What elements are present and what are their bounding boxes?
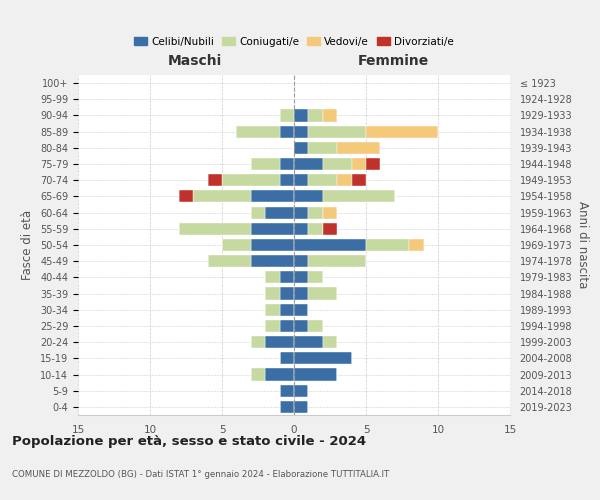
Bar <box>323 158 352 170</box>
Bar <box>323 336 337 348</box>
Bar <box>323 110 337 122</box>
Bar <box>251 368 265 380</box>
Bar <box>308 255 366 268</box>
Bar <box>308 142 337 154</box>
Bar <box>409 239 424 251</box>
Bar <box>294 288 308 300</box>
Legend: Celibi/Nubili, Coniugati/e, Vedovi/e, Divorziati/e: Celibi/Nubili, Coniugati/e, Vedovi/e, Di… <box>130 32 458 51</box>
Bar <box>294 110 308 122</box>
Bar <box>280 401 294 413</box>
Bar <box>323 222 337 235</box>
Bar <box>337 174 352 186</box>
Bar <box>308 110 323 122</box>
Bar <box>308 288 337 300</box>
Bar <box>265 320 280 332</box>
Bar <box>308 174 337 186</box>
Bar <box>294 158 323 170</box>
Bar <box>294 384 308 397</box>
Bar <box>294 352 352 364</box>
Bar <box>265 336 294 348</box>
Text: Popolazione per età, sesso e stato civile - 2024: Popolazione per età, sesso e stato civil… <box>12 435 366 448</box>
Bar <box>366 239 409 251</box>
Bar <box>280 352 294 364</box>
Bar <box>236 126 280 138</box>
Text: Femmine: Femmine <box>358 54 429 68</box>
Bar <box>294 304 308 316</box>
Bar <box>251 206 265 218</box>
Bar <box>265 288 280 300</box>
Bar <box>294 222 308 235</box>
Bar <box>294 190 323 202</box>
Bar <box>251 336 265 348</box>
Bar <box>308 272 323 283</box>
Bar <box>265 304 280 316</box>
Bar <box>308 206 323 218</box>
Bar <box>294 255 308 268</box>
Bar <box>366 126 438 138</box>
Bar <box>193 190 251 202</box>
Bar <box>323 206 337 218</box>
Bar <box>294 239 366 251</box>
Bar <box>208 255 251 268</box>
Bar <box>337 142 380 154</box>
Bar <box>294 272 308 283</box>
Bar <box>294 336 323 348</box>
Text: Maschi: Maschi <box>167 54 222 68</box>
Bar <box>294 368 337 380</box>
Bar <box>280 320 294 332</box>
Bar <box>251 239 294 251</box>
Bar <box>280 272 294 283</box>
Bar <box>208 174 222 186</box>
Bar <box>265 368 294 380</box>
Bar <box>265 206 294 218</box>
Bar <box>366 158 380 170</box>
Bar <box>294 142 308 154</box>
Bar <box>179 190 193 202</box>
Bar <box>352 158 366 170</box>
Bar <box>265 272 280 283</box>
Y-axis label: Fasce di età: Fasce di età <box>22 210 34 280</box>
Text: COMUNE DI MEZZOLDO (BG) - Dati ISTAT 1° gennaio 2024 - Elaborazione TUTTITALIA.I: COMUNE DI MEZZOLDO (BG) - Dati ISTAT 1° … <box>12 470 389 479</box>
Bar <box>294 320 308 332</box>
Bar <box>294 206 308 218</box>
Bar <box>294 174 308 186</box>
Bar <box>294 126 308 138</box>
Bar <box>280 384 294 397</box>
Bar <box>179 222 251 235</box>
Bar <box>280 158 294 170</box>
Bar <box>280 110 294 122</box>
Bar <box>280 174 294 186</box>
Bar <box>222 239 251 251</box>
Bar <box>280 288 294 300</box>
Bar <box>251 158 280 170</box>
Bar <box>308 126 366 138</box>
Bar <box>222 174 280 186</box>
Y-axis label: Anni di nascita: Anni di nascita <box>576 202 589 288</box>
Bar <box>280 304 294 316</box>
Bar <box>308 320 323 332</box>
Bar <box>294 401 308 413</box>
Bar <box>323 190 395 202</box>
Bar <box>251 222 294 235</box>
Bar <box>352 174 366 186</box>
Bar <box>280 126 294 138</box>
Bar <box>251 190 294 202</box>
Bar <box>251 255 294 268</box>
Bar <box>308 222 323 235</box>
